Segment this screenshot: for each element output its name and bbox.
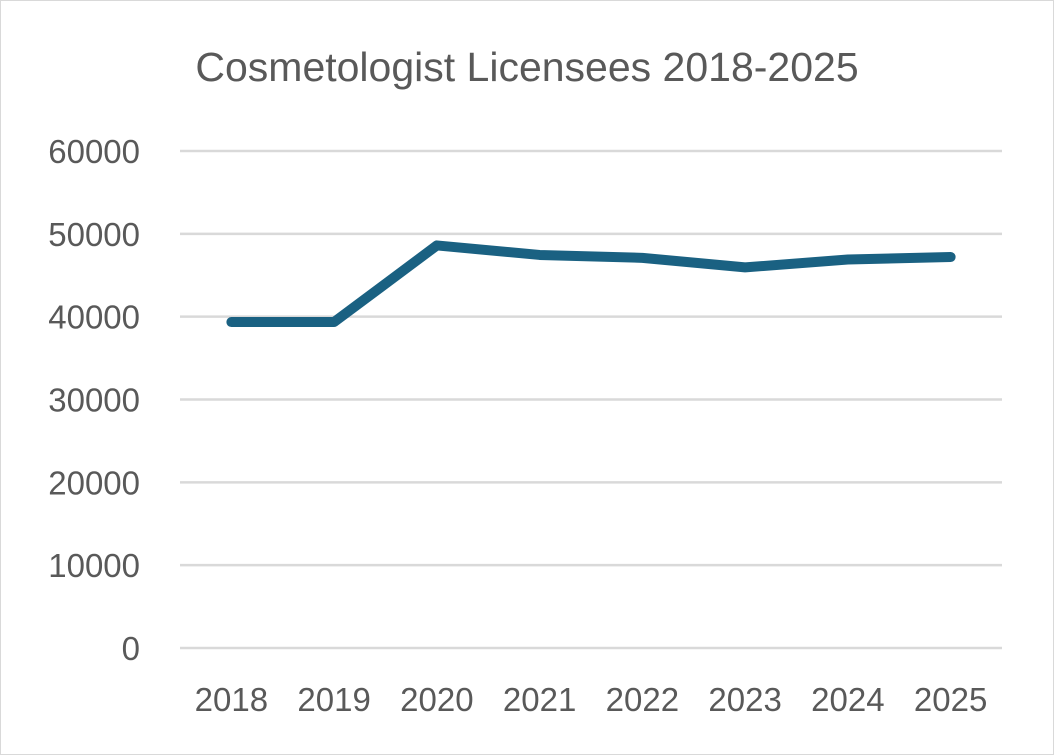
x-tick-label: 2025	[914, 681, 987, 718]
y-tick-label: 20000	[48, 464, 140, 501]
chart-title: Cosmetologist Licensees 2018-2025	[195, 44, 859, 90]
x-tick-label: 2019	[297, 681, 370, 718]
x-tick-label: 2020	[400, 681, 473, 718]
y-tick-label: 50000	[48, 216, 140, 253]
y-tick-label: 30000	[48, 382, 140, 419]
y-tick-label: 10000	[48, 547, 140, 584]
series-line	[226, 240, 956, 328]
x-tick-label: 2024	[811, 681, 884, 718]
x-tick-label: 2021	[503, 681, 576, 718]
y-tick-label: 40000	[48, 299, 140, 336]
x-tick-label: 2023	[708, 681, 781, 718]
x-tick-label: 2022	[606, 681, 679, 718]
y-tick-label: 0	[122, 630, 140, 667]
x-tick-label: 2018	[195, 681, 268, 718]
y-tick-label: 60000	[48, 133, 140, 170]
